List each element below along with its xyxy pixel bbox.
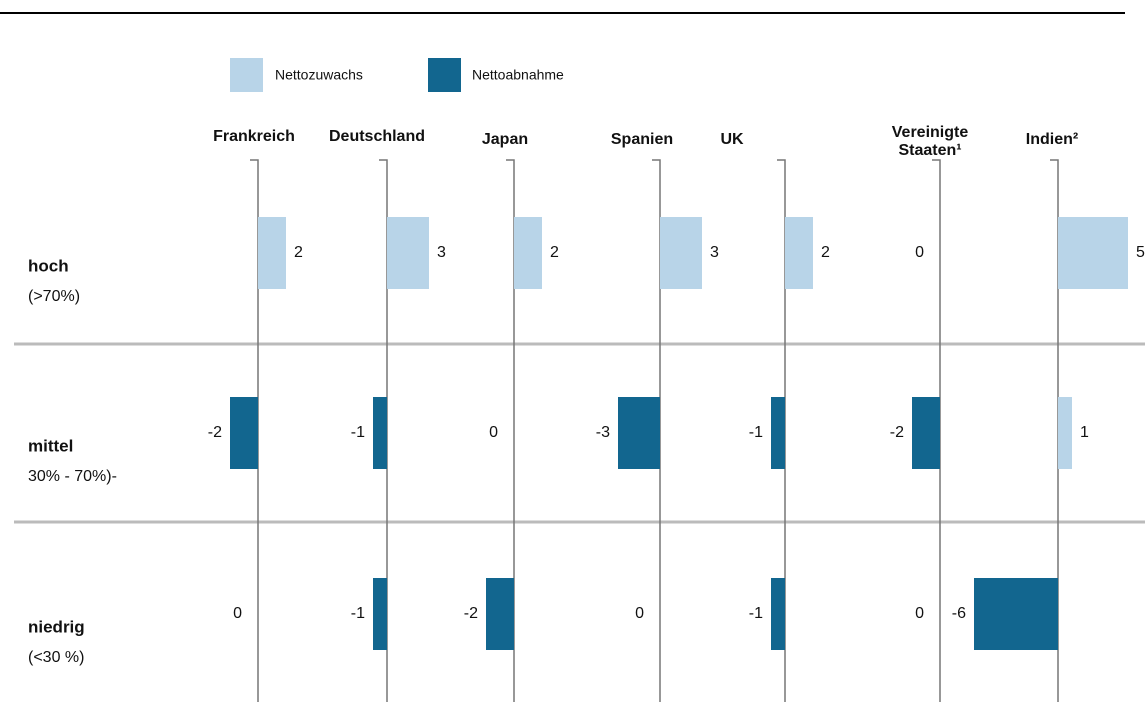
bar (387, 217, 429, 289)
value-label: -1 (351, 424, 365, 441)
row-label: niedrig (28, 617, 85, 636)
column-header: Vereinigte Staaten¹ (891, 124, 969, 159)
bar (1058, 397, 1072, 469)
value-label: -1 (749, 605, 763, 622)
panel-axis (652, 159, 661, 702)
panel-axis (932, 159, 941, 702)
value-label: 0 (233, 605, 242, 622)
bar (660, 217, 702, 289)
panel-axis (777, 159, 786, 702)
bar (771, 578, 785, 650)
bar (785, 217, 813, 289)
bar (771, 397, 785, 469)
panel-axis (506, 159, 515, 702)
bar (514, 217, 542, 289)
row-label: hoch (28, 256, 69, 275)
value-label: -2 (208, 424, 222, 441)
value-label: 2 (821, 244, 830, 261)
value-label: 0 (489, 424, 498, 441)
legend-swatch (428, 58, 461, 92)
value-label: 0 (915, 605, 924, 622)
legend-swatch (230, 58, 263, 92)
bar (230, 397, 258, 469)
value-label: -1 (749, 424, 763, 441)
column-header: Indien² (1025, 131, 1079, 148)
row-note: (<30 %) (28, 649, 84, 666)
column-header: UK (720, 131, 744, 148)
legend-label: Nettoabnahme (472, 67, 564, 83)
column-header: Japan (481, 131, 529, 148)
value-label: -6 (952, 605, 966, 622)
value-label: -2 (890, 424, 904, 441)
column-header: Frankreich (213, 128, 295, 145)
value-label: 0 (915, 244, 924, 261)
row-note: (>70%) (28, 288, 80, 305)
value-label: 0 (635, 605, 644, 622)
panel-axis (1050, 159, 1059, 702)
panel-axis (379, 159, 388, 702)
bar (373, 397, 387, 469)
value-label: 3 (437, 244, 446, 261)
value-label: 5 (1136, 244, 1145, 261)
panel-axis (250, 159, 259, 702)
value-label: 2 (294, 244, 303, 261)
value-label: 1 (1080, 424, 1089, 441)
value-label: 3 (710, 244, 719, 261)
value-label: -1 (351, 605, 365, 622)
column-header: Deutschland (328, 128, 425, 145)
bar (258, 217, 286, 289)
bar (618, 397, 660, 469)
value-label: -2 (464, 605, 478, 622)
column-header: Spanien (610, 131, 674, 148)
bar (912, 397, 940, 469)
bar (1058, 217, 1128, 289)
value-label: -3 (596, 424, 610, 441)
row-label: mittel (28, 436, 73, 455)
bar (974, 578, 1058, 650)
legend-label: Nettozuwachs (275, 67, 363, 83)
row-note: 30% - 70%)- (28, 468, 117, 485)
bar (373, 578, 387, 650)
value-label: 2 (550, 244, 559, 261)
bar (486, 578, 514, 650)
